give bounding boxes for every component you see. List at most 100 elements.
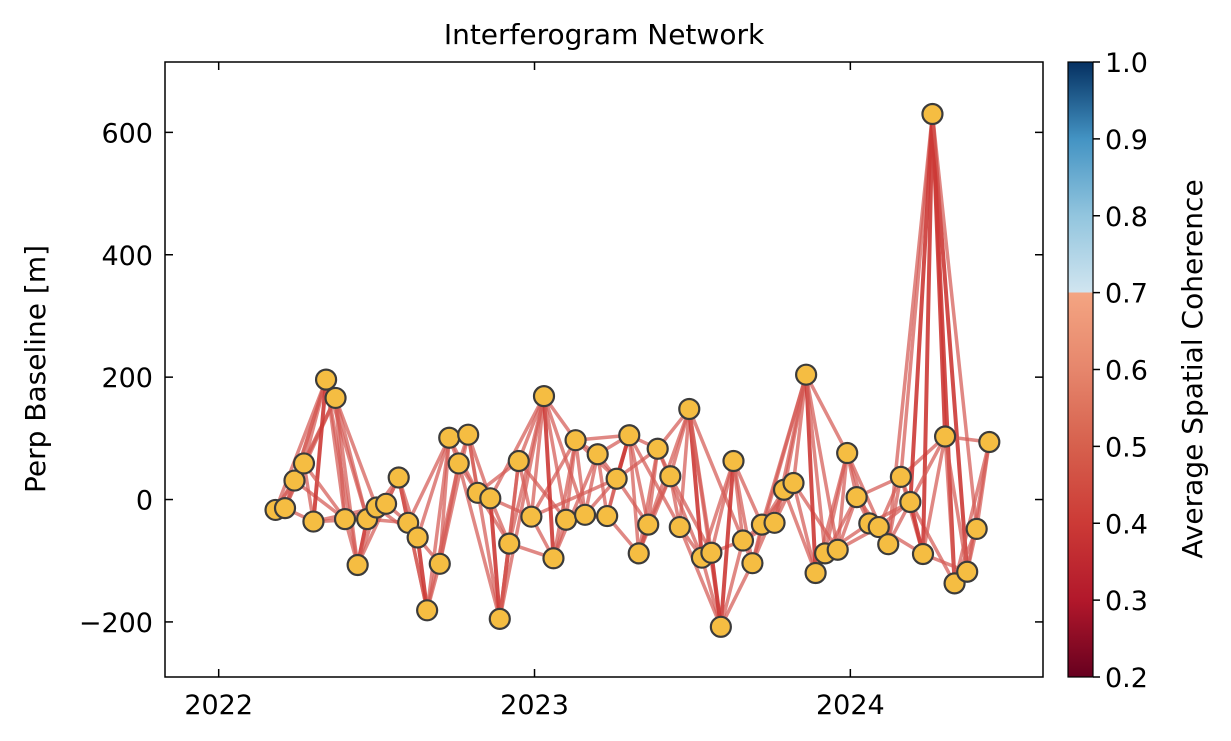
pair-edge (952, 440, 992, 586)
colorbar-tick-label: 0.8 (1105, 202, 1148, 233)
acquisition-point (978, 430, 1001, 454)
pair-edge (415, 435, 451, 540)
acquisition-point (302, 510, 325, 533)
acquisition-point (731, 529, 755, 552)
acquisition-point (867, 515, 890, 539)
pair-edge (551, 452, 600, 561)
pair-edge (516, 459, 568, 522)
pair-edge (302, 461, 347, 521)
pair-edge (804, 372, 849, 455)
colorbar-tick-label: 0.3 (1105, 586, 1148, 617)
y-tick-label: −200 (79, 608, 153, 639)
acquisition-point (921, 102, 944, 126)
colorbar-tick-label: 0.6 (1105, 356, 1148, 387)
acquisition-point (406, 526, 429, 549)
colorbar-label: Average Spatial Coherence (1176, 179, 1209, 558)
pair-edge (687, 407, 745, 543)
pair-edge (406, 435, 451, 525)
acquisition-point (845, 485, 868, 509)
colorbar: 0.2 0.3 0.4 0.5 0.6 0.7 0.8 0.9 1.0 Average Spat… (1067, 48, 1209, 694)
y-tick-label: 400 (101, 241, 153, 272)
x-tick-label: 2023 (500, 690, 569, 721)
colorbar-tick-label: 1.0 (1105, 48, 1148, 79)
acquisition-point (532, 385, 556, 408)
y-tick-label: 0 (136, 486, 153, 517)
x-axis-ticks: 2022 2023 2024 (184, 62, 885, 721)
colorbar-tick-label: 0.7 (1105, 279, 1148, 310)
colorbar-tick-label: 0.5 (1105, 432, 1148, 463)
pair-edge (943, 434, 957, 586)
pair-edge (921, 434, 947, 556)
acquisition-point (965, 517, 988, 541)
pair-edge (438, 435, 451, 566)
pair-edge (804, 372, 827, 556)
pair-edge (668, 407, 692, 479)
pair-edge (719, 538, 745, 629)
acquisition-point (273, 497, 297, 520)
pair-edge (930, 112, 970, 574)
acquisition-point (438, 426, 461, 449)
y-axis-label: Perp Baseline [m] (19, 245, 52, 493)
acquisition-point (542, 547, 565, 570)
acquisition-point (709, 615, 732, 638)
pair-edge (627, 433, 641, 556)
acquisition-point (457, 423, 480, 446)
acquisition-point (374, 492, 398, 515)
acquisition-point (488, 607, 511, 630)
acquisition-point (605, 467, 628, 490)
pair-edge (488, 394, 546, 501)
pair-edge (456, 461, 502, 621)
acquisition-point (804, 561, 827, 585)
colorbar-tick-label: 0.2 (1105, 663, 1148, 694)
pair-edge (835, 451, 849, 552)
acquisition-point (795, 363, 818, 386)
acquisition-point (573, 503, 597, 526)
colorbar-ticks: 0.2 0.3 0.4 0.5 0.6 0.7 0.8 0.9 1.0 (1093, 48, 1148, 694)
pair-edge (542, 394, 568, 522)
pair-edge (302, 377, 328, 466)
pair-edge (678, 525, 723, 629)
colorbar-tick-label: 0.4 (1105, 509, 1148, 540)
acquisition-point (416, 599, 439, 622)
pair-edge (542, 394, 587, 517)
acquisition-point (646, 437, 669, 460)
acquisition-point (333, 508, 357, 531)
y-tick-label: 600 (101, 118, 153, 149)
colorbar-tick-label: 0.9 (1105, 125, 1148, 156)
acquisition-point (678, 397, 701, 421)
acquisition-point (877, 533, 900, 556)
pair-edge (760, 372, 808, 527)
pair-edge (564, 438, 578, 522)
pair-edge (333, 396, 379, 510)
acquisition-point (447, 452, 470, 475)
x-tick-label: 2022 (184, 690, 253, 721)
pair-edge (782, 487, 818, 575)
pair-edge (333, 396, 360, 567)
pair-edge (804, 372, 818, 575)
pair-edge (709, 550, 723, 629)
acquisition-points (264, 102, 1001, 638)
acquisition-point (782, 471, 805, 495)
pair-edge (516, 394, 546, 463)
acquisition-point (283, 469, 306, 492)
pair-edge (823, 451, 849, 556)
acquisition-point (507, 449, 530, 473)
pair-edge (333, 396, 369, 521)
plot-frame (164, 61, 1044, 678)
pair-edge (311, 377, 329, 524)
pair-edge (415, 535, 430, 613)
pair-edge (573, 438, 587, 517)
y-tick-label: 200 (101, 363, 153, 394)
acquisition-point (956, 560, 979, 583)
pair-edge (488, 496, 502, 621)
pair-edge (718, 458, 736, 629)
acquisition-point (618, 424, 641, 447)
pair-edge (791, 481, 840, 552)
pair-edge (646, 446, 660, 527)
pair-edge (529, 438, 578, 519)
pair-edge (920, 112, 935, 556)
pair-edge (908, 112, 935, 504)
acquisition-point (836, 441, 859, 465)
pair-edge (709, 459, 736, 555)
